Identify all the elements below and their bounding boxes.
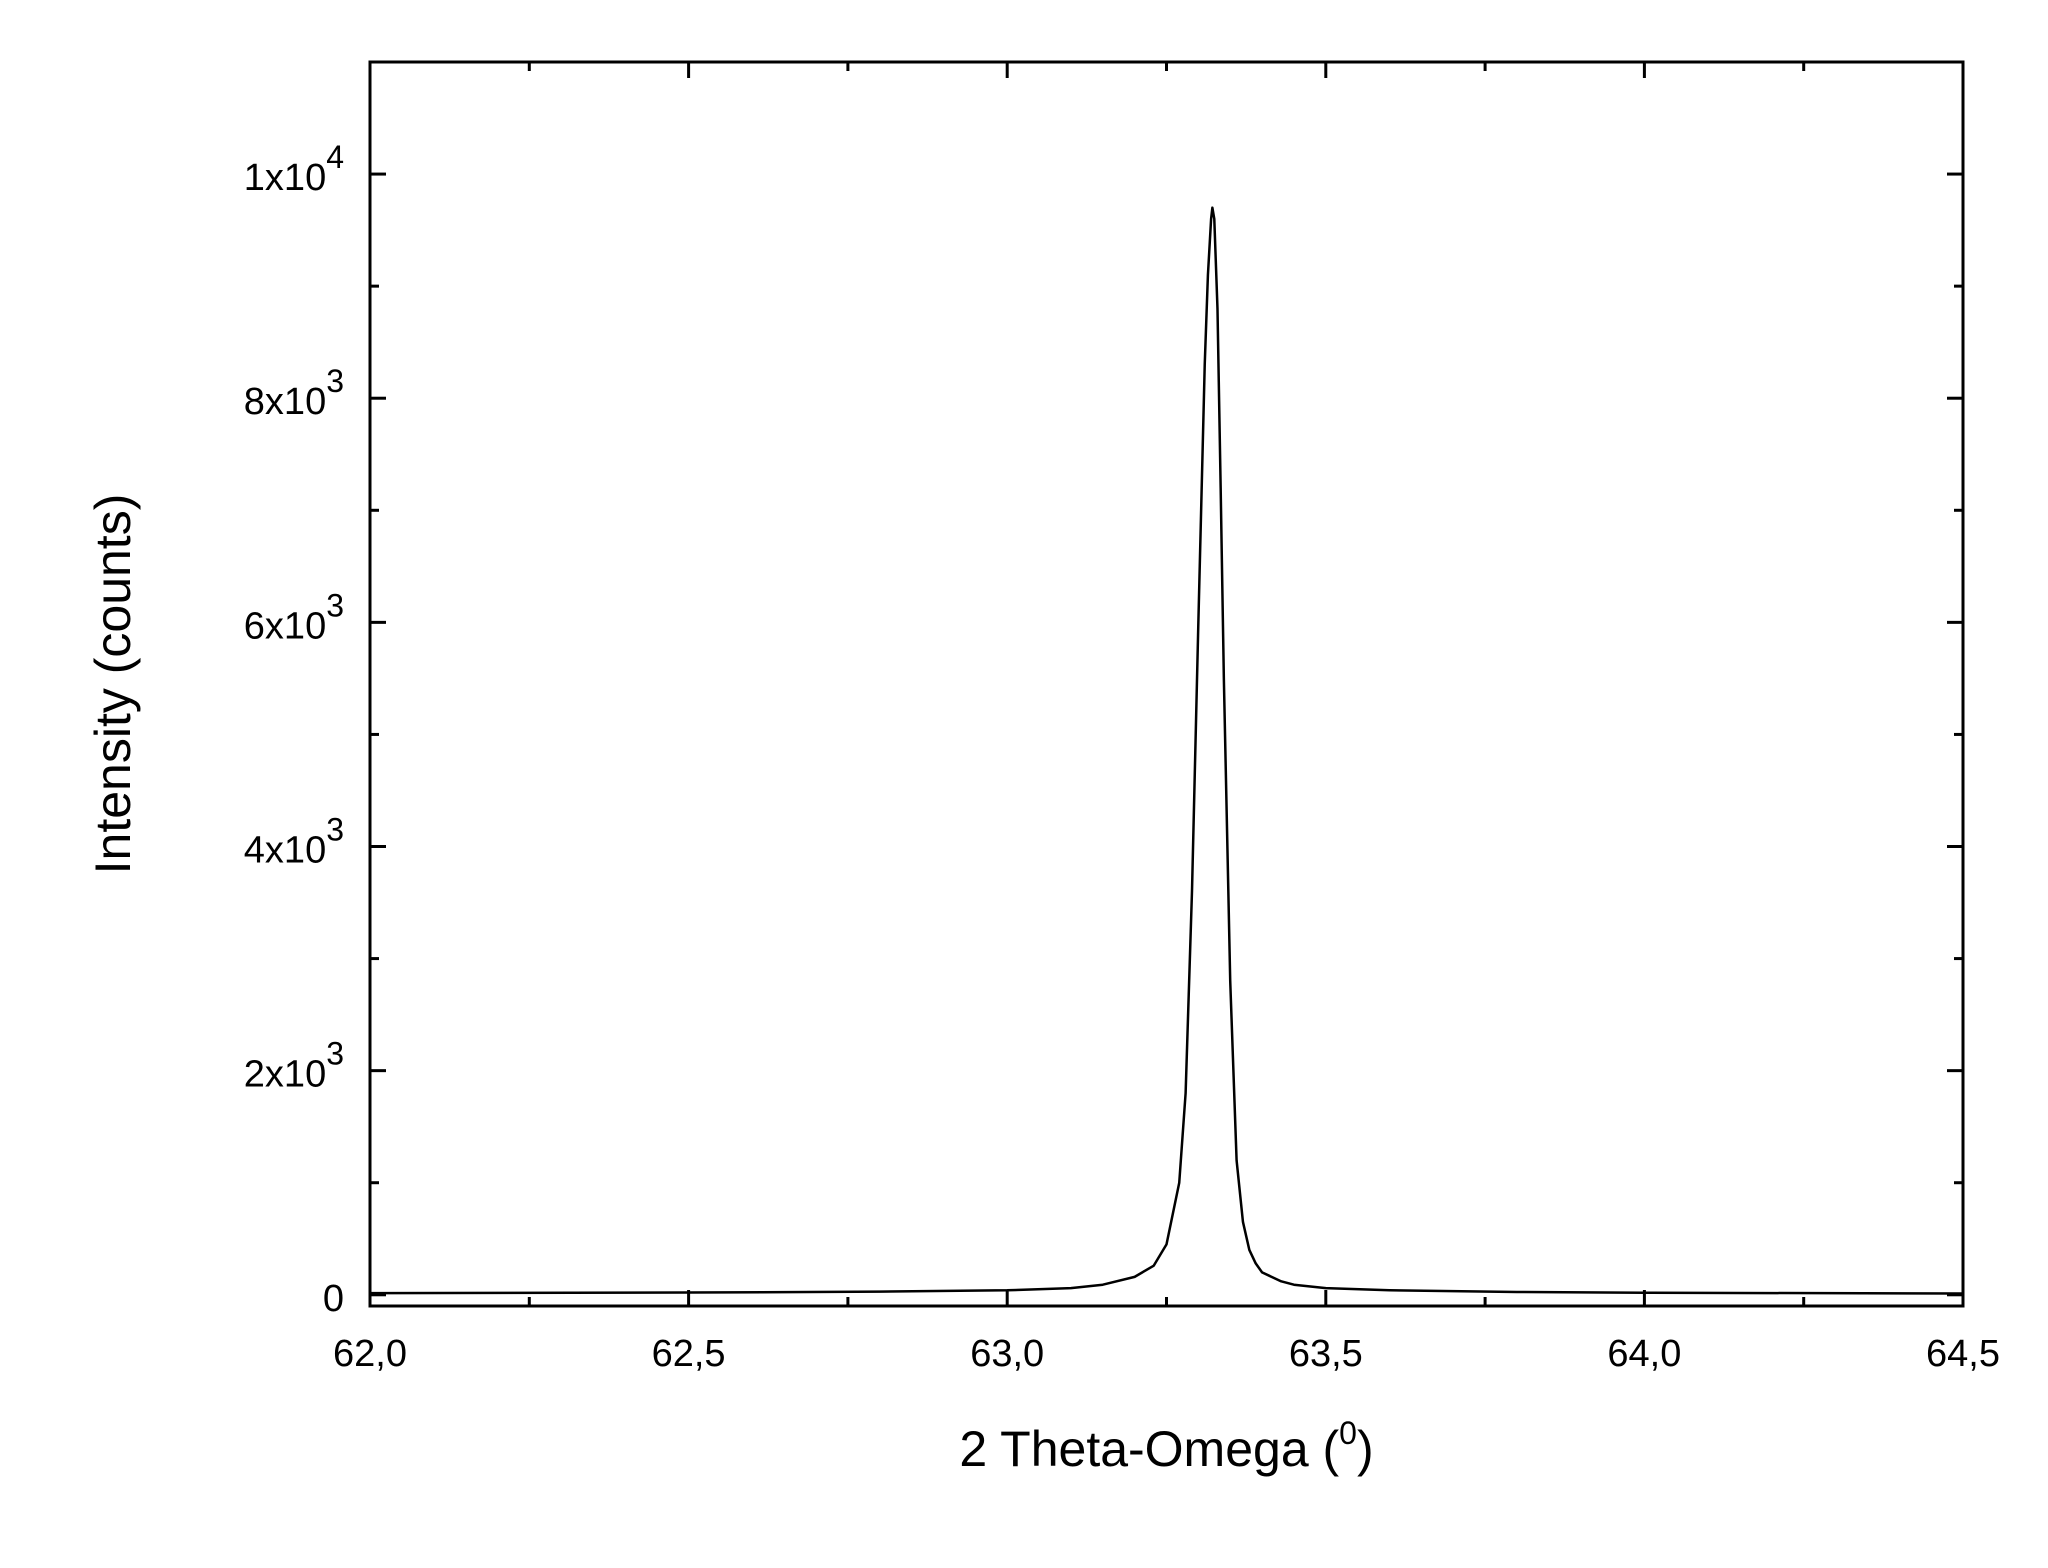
- y-tick-label: 2x103: [244, 1036, 344, 1096]
- y-axis: 0 2x103 4x103 6x103 8x103 1x104: [244, 139, 1963, 1320]
- y-tick-label: 4x103: [244, 812, 344, 872]
- y-axis-title: Intensity (counts): [85, 494, 141, 875]
- x-tick-label: 62,0: [333, 1333, 407, 1375]
- x-axis-title: 2 Theta-Omega (0): [959, 1415, 1373, 1477]
- y-tick-label: 6x103: [244, 587, 344, 647]
- x-tick-label: 62,5: [652, 1333, 726, 1375]
- y-tick-label: 8x103: [244, 363, 344, 423]
- plot-frame: [368, 60, 1965, 1308]
- x-tick-label: 64,0: [1607, 1333, 1681, 1375]
- x-tick-label: 63,0: [970, 1333, 1044, 1375]
- x-tick-label: 63,5: [1289, 1333, 1363, 1375]
- x-axis: 62,0 62,5 63,0 63,5 64,0 64,5: [333, 62, 2000, 1375]
- x-tick-label: 64,5: [1926, 1333, 2000, 1375]
- y-tick-label: 0: [323, 1278, 344, 1320]
- y-tick-label: 1x104: [244, 139, 344, 199]
- series-line: [369, 206, 1964, 1295]
